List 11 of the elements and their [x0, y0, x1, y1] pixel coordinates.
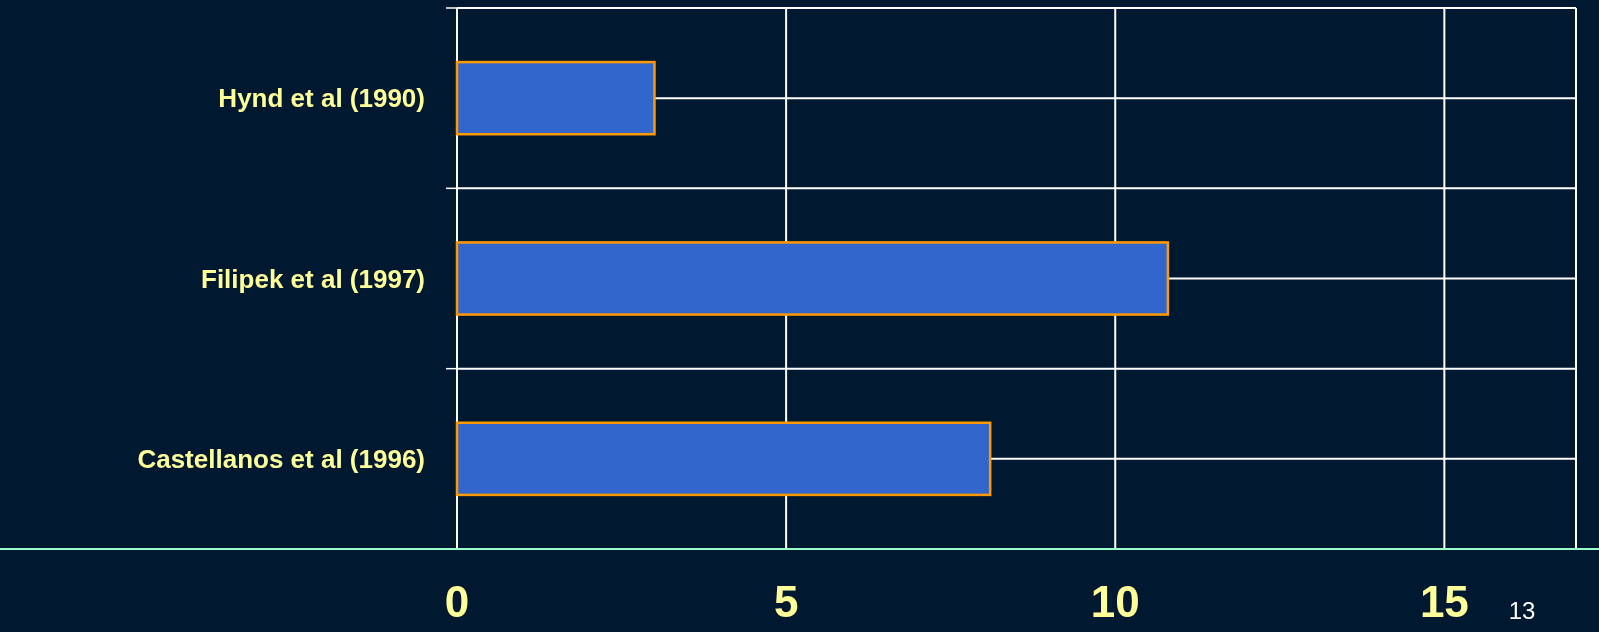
y-tick-label: Castellanos et al (1996): [137, 443, 425, 474]
y-tick-label: Filipek et al (1997): [201, 263, 425, 294]
bar: [455, 241, 1170, 316]
x-tick-label: 15: [1419, 577, 1469, 626]
x-tick-label: 10: [1090, 577, 1140, 626]
text: 13: [1508, 597, 1536, 624]
y-tick-label: Hynd et al (1990): [218, 83, 425, 114]
bar: [455, 60, 656, 136]
bar: [455, 421, 992, 497]
x-tick-label: 0: [444, 577, 470, 626]
x-tick-label: 5: [773, 577, 799, 626]
